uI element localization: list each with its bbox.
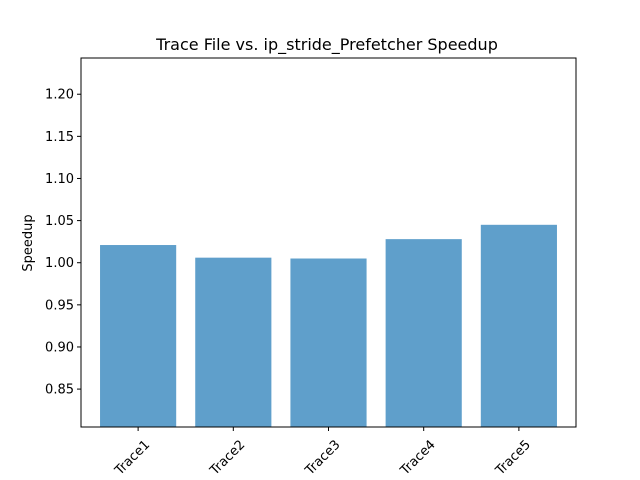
y-tick-label: 1.15 (45, 130, 74, 145)
x-tick-label: Trace2 (207, 437, 249, 479)
x-axis-ticks: Trace1 Trace2 Trace3 Trace4 Trace5 (112, 427, 534, 479)
bar-trace1 (100, 245, 177, 427)
bar-trace5 (480, 224, 557, 427)
bar-trace3 (290, 258, 367, 427)
bar-trace4 (385, 239, 462, 427)
bar-trace2 (195, 257, 272, 427)
y-tick-label: 1.00 (45, 256, 74, 271)
y-axis-ticks: 0.85 0.90 0.95 1.00 1.05 1.10 1.15 1.20 (45, 88, 81, 398)
plot-frame (80, 57, 577, 428)
x-tick-label: Trace1 (112, 437, 154, 479)
bars-group (100, 224, 557, 427)
y-tick-label: 0.85 (45, 383, 74, 398)
y-tick-label: 1.10 (45, 172, 74, 187)
x-tick-label: Trace5 (492, 437, 534, 479)
y-tick-label: 0.95 (45, 298, 74, 313)
x-tick-label: Trace4 (397, 437, 439, 479)
y-tick-label: 1.05 (45, 214, 74, 229)
x-tick-label: Trace3 (302, 437, 344, 479)
y-tick-label: 1.20 (45, 88, 74, 103)
y-tick-label: 0.90 (45, 340, 74, 355)
y-axis-label: Speedup (21, 214, 36, 271)
chart-title: Trace File vs. ip_stride_Prefetcher Spee… (155, 35, 498, 55)
